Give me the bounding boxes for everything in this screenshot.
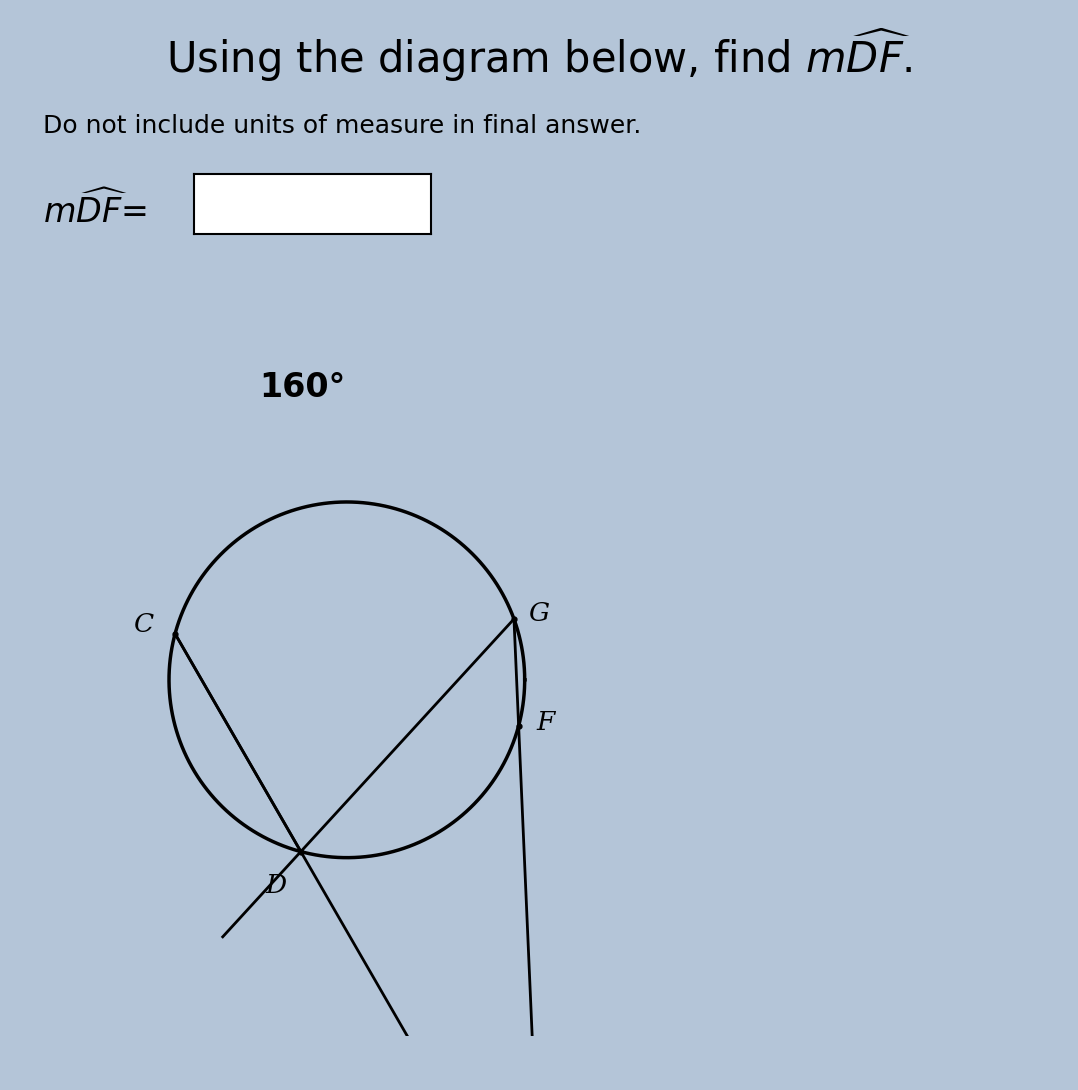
Text: Using the diagram below, find $m\widehat{DF}$.: Using the diagram below, find $m\widehat… [166, 27, 912, 84]
Text: C: C [134, 613, 154, 638]
Text: 160°: 160° [260, 372, 346, 404]
Text: G: G [528, 602, 550, 626]
Text: F: F [537, 710, 555, 735]
Text: D: D [265, 873, 287, 898]
Text: Do not include units of measure in final answer.: Do not include units of measure in final… [43, 114, 641, 138]
Text: $m\widehat{DF}$=: $m\widehat{DF}$= [43, 191, 147, 230]
